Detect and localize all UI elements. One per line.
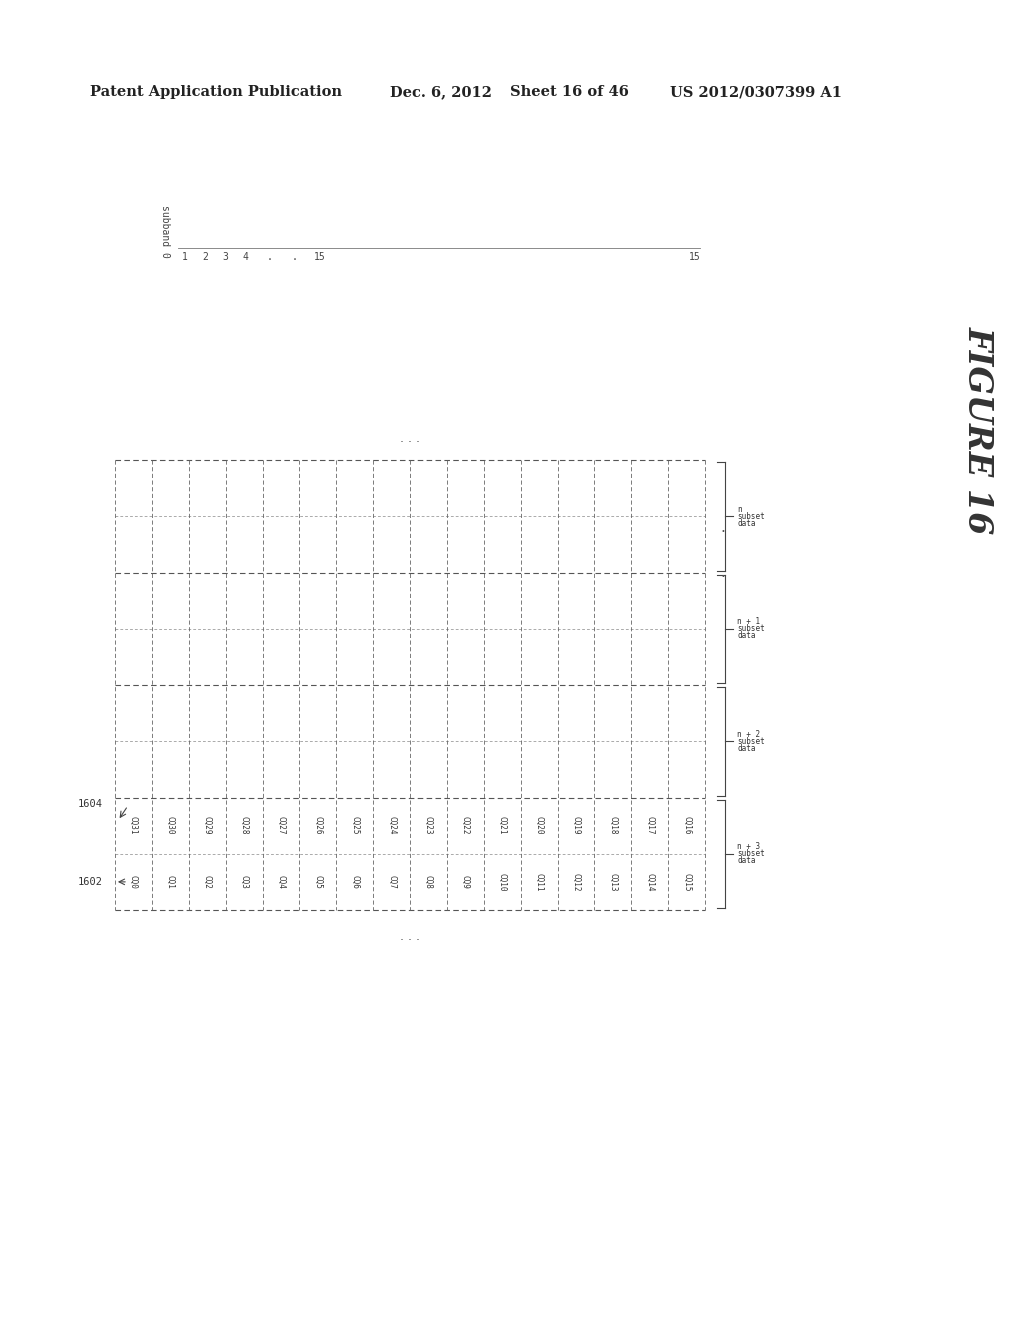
Text: CQ19: CQ19 (571, 816, 581, 834)
Text: CQ7: CQ7 (387, 875, 396, 888)
Text: CQ28: CQ28 (240, 816, 249, 834)
Text: CQ20: CQ20 (535, 816, 544, 834)
Text: . . .: . . . (400, 432, 420, 445)
Text: data: data (737, 631, 756, 640)
Text: CQ26: CQ26 (313, 816, 323, 834)
Text: CQ16: CQ16 (682, 816, 691, 834)
Text: data: data (737, 743, 756, 752)
Text: US 2012/0307399 A1: US 2012/0307399 A1 (670, 84, 842, 99)
Text: CQ15: CQ15 (682, 873, 691, 891)
Text: 1602: 1602 (78, 876, 103, 887)
Text: subset: subset (737, 512, 765, 521)
Text: CQ23: CQ23 (424, 816, 433, 834)
Text: subset: subset (737, 624, 765, 634)
Text: CQ1: CQ1 (166, 875, 175, 888)
Text: 15: 15 (689, 252, 700, 261)
Text: CQ27: CQ27 (276, 816, 286, 834)
Text: data: data (737, 857, 756, 865)
Text: CQ22: CQ22 (461, 816, 470, 834)
Text: .: . (721, 565, 725, 579)
Text: .: . (267, 252, 273, 261)
Text: CQ31: CQ31 (129, 816, 138, 834)
Text: CQ14: CQ14 (645, 873, 654, 891)
Text: subband 0: subband 0 (160, 205, 170, 257)
Text: subset: subset (737, 737, 765, 746)
Text: 4: 4 (242, 252, 248, 261)
Text: .: . (721, 520, 725, 535)
Text: n + 1: n + 1 (737, 618, 760, 626)
Text: CQ0: CQ0 (129, 875, 138, 888)
Text: data: data (737, 519, 756, 528)
Text: CQ12: CQ12 (571, 873, 581, 891)
Text: CQ4: CQ4 (276, 875, 286, 888)
Text: 3: 3 (222, 252, 228, 261)
Text: CQ29: CQ29 (203, 816, 212, 834)
Text: CQ17: CQ17 (645, 816, 654, 834)
Text: 1: 1 (182, 252, 188, 261)
Text: CQ11: CQ11 (535, 873, 544, 891)
Text: CQ10: CQ10 (498, 873, 507, 891)
Text: subset: subset (737, 849, 765, 858)
Text: 15: 15 (314, 252, 326, 261)
Text: Dec. 6, 2012: Dec. 6, 2012 (390, 84, 492, 99)
Text: CQ30: CQ30 (166, 816, 175, 834)
Text: n: n (737, 504, 741, 513)
Text: CQ2: CQ2 (203, 875, 212, 888)
Text: Sheet 16 of 46: Sheet 16 of 46 (510, 84, 629, 99)
Text: CQ24: CQ24 (387, 816, 396, 834)
Text: 2: 2 (202, 252, 208, 261)
Text: n + 2: n + 2 (737, 730, 760, 739)
Text: CQ3: CQ3 (240, 875, 249, 888)
Text: 1604: 1604 (78, 799, 103, 809)
Text: n + 3: n + 3 (737, 842, 760, 851)
Text: FIGURE 16: FIGURE 16 (962, 326, 994, 535)
Text: Patent Application Publication: Patent Application Publication (90, 84, 342, 99)
Text: CQ9: CQ9 (461, 875, 470, 888)
Text: CQ18: CQ18 (608, 816, 617, 834)
Text: CQ5: CQ5 (313, 875, 323, 888)
Text: CQ8: CQ8 (424, 875, 433, 888)
Text: CQ25: CQ25 (350, 816, 359, 834)
Text: . . .: . . . (400, 931, 420, 942)
Text: .: . (292, 252, 298, 261)
Text: CQ21: CQ21 (498, 816, 507, 834)
Text: CQ13: CQ13 (608, 873, 617, 891)
Text: CQ6: CQ6 (350, 875, 359, 888)
